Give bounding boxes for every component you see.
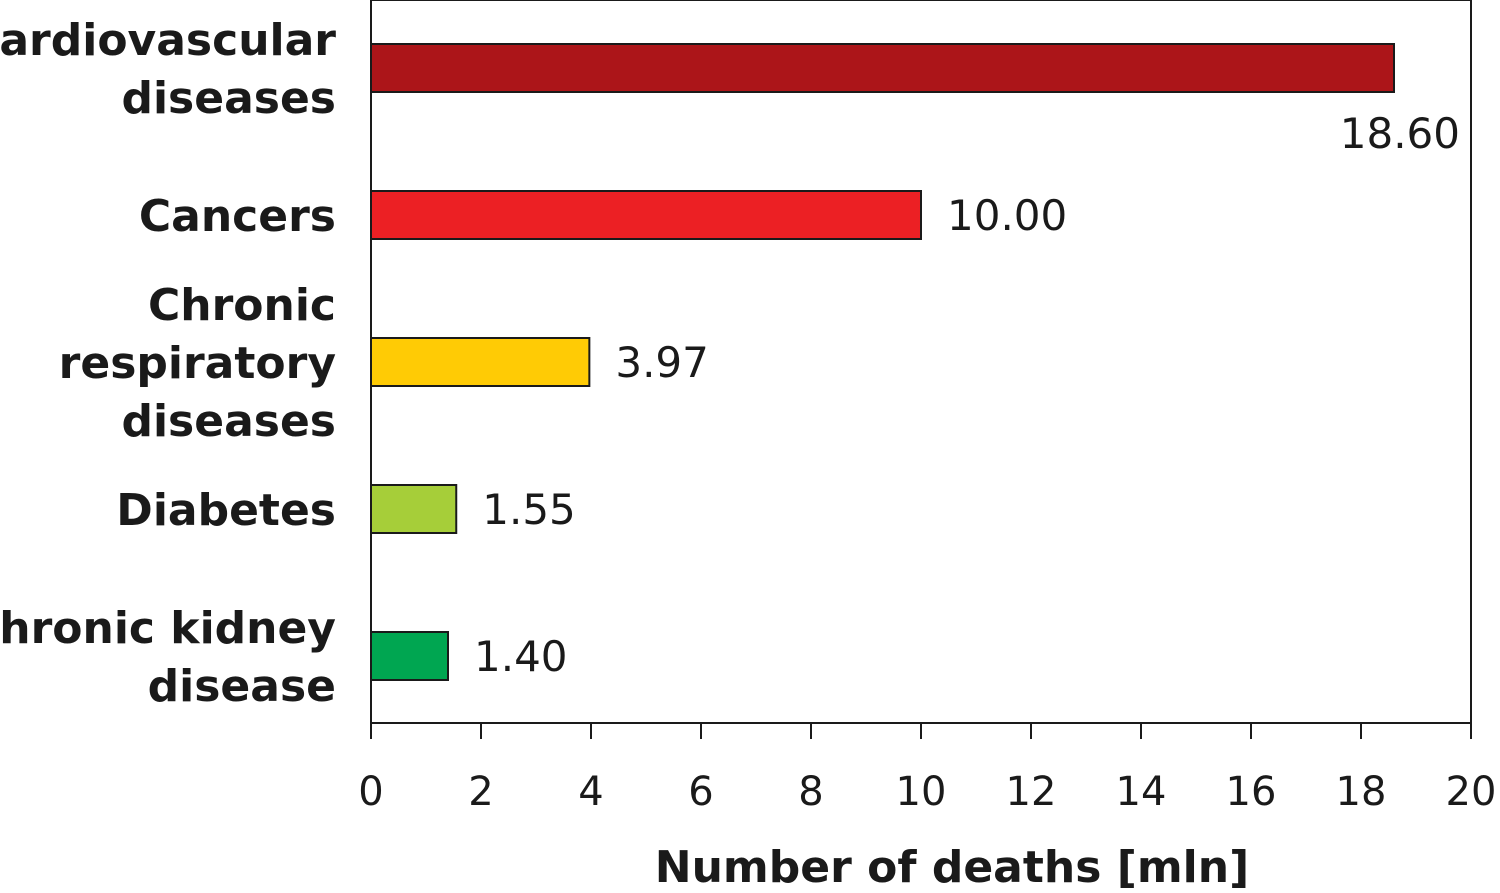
x-tick-label-9: 18 [1336,769,1387,815]
category-labels: Cardiovascular diseases Cancers Chronic resp… [0,15,336,712]
bars-group [370,43,1395,681]
x-tick-label-2: 4 [578,769,603,815]
value-label-3: 1.55 [482,485,576,534]
x-tick-label-0: 0 [358,769,383,815]
category-label-2: Chronic respiratory diseases [59,280,336,447]
category-label-3: Diabetes [116,485,336,536]
x-tick-label-6: 12 [1006,769,1057,815]
x-tick-label-4: 8 [798,769,823,815]
value-labels: 18.60 10.00 3.97 1.55 1.40 [474,109,1460,681]
bar-3 [370,484,458,534]
x-tick-label-7: 14 [1116,769,1167,815]
x-tick-label-3: 6 [688,769,713,815]
bar-4 [370,631,449,681]
bar-2 [370,337,591,387]
value-label-2: 3.97 [615,338,709,387]
category-label-1: Cancers [139,191,336,242]
x-tick-label-10: 20 [1446,769,1497,815]
value-label-4: 1.40 [474,632,568,681]
x-axis-title: Number of deaths [mln] [655,842,1249,893]
bar-0 [370,43,1395,93]
x-tick-label-8: 16 [1226,769,1277,815]
x-tick-label-1: 2 [468,769,493,815]
category-label-4: Chronic kidney disease [0,603,336,712]
value-label-1: 10.00 [947,191,1067,240]
category-label-0: Cardiovascular diseases [0,15,336,124]
value-label-0: 18.60 [1340,109,1460,158]
x-axis-ticks: 0 2 4 6 8 10 12 14 16 18 20 [358,723,1496,815]
bar-1 [370,190,922,240]
x-tick-label-5: 10 [896,769,947,815]
